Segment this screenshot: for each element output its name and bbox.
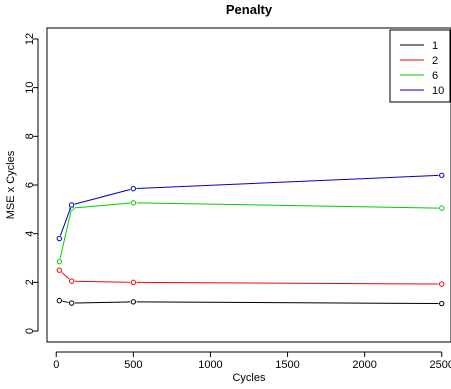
- data-point: [56, 297, 63, 304]
- x-tick-label: 2500: [430, 359, 451, 371]
- legend-label: 1: [432, 40, 438, 52]
- y-tick-label: 2: [24, 279, 36, 285]
- x-tick-label: 1000: [198, 359, 222, 371]
- x-tick-label: 1500: [275, 359, 299, 371]
- legend-label: 6: [432, 70, 438, 82]
- y-axis: 0 2 4 6 8 10 12: [24, 33, 39, 334]
- legend: 1 2 6 10: [389, 29, 451, 103]
- series-line-segment: [59, 207, 72, 236]
- data-point: [56, 267, 63, 273]
- plot-box: [46, 27, 451, 343]
- data-point: [56, 235, 63, 242]
- series-line-segment: [61, 271, 70, 280]
- y-axis-label: MSE x Cycles: [5, 150, 17, 219]
- series-2: [56, 267, 445, 287]
- data-point: [68, 202, 75, 208]
- x-axis-label: Cycles: [232, 372, 266, 384]
- data-point: [56, 258, 63, 265]
- series-line-segment: [136, 301, 439, 305]
- data-point: [439, 300, 445, 307]
- series-6: [56, 200, 445, 265]
- data-point: [130, 299, 137, 305]
- series-line-segment: [136, 202, 439, 209]
- data-point: [68, 278, 75, 284]
- y-tick-label: 6: [24, 182, 36, 188]
- data-point: [439, 172, 445, 178]
- series-layer: [56, 172, 445, 307]
- series-line-segment: [74, 202, 131, 209]
- data-point: [439, 281, 445, 287]
- series-line-segment: [136, 174, 439, 190]
- y-tick-label: 8: [24, 133, 36, 139]
- x-tick-label: 0: [53, 359, 59, 371]
- series-1: [56, 297, 445, 307]
- series-line-segment: [136, 281, 439, 285]
- x-tick-label: 500: [124, 359, 142, 371]
- series-10: [56, 172, 445, 242]
- data-point: [130, 279, 137, 286]
- x-axis: 0 500 1000 1500 2000 2500: [53, 351, 451, 371]
- data-point: [68, 300, 75, 306]
- series-line-segment: [74, 280, 131, 283]
- x-tick-label: 2000: [352, 359, 376, 371]
- y-tick-label: 12: [24, 33, 36, 45]
- y-tick-label: 10: [24, 82, 36, 94]
- legend-label: 10: [432, 85, 444, 97]
- data-point: [130, 185, 137, 192]
- chart-title: Penalty: [226, 2, 273, 17]
- legend-label: 2: [432, 55, 438, 67]
- y-tick-label: 4: [24, 231, 36, 237]
- series-line-segment: [59, 211, 72, 259]
- y-tick-label: 0: [24, 328, 36, 334]
- series-line-segment: [74, 301, 131, 304]
- data-point: [130, 200, 137, 206]
- series-line-segment: [74, 188, 131, 205]
- data-point: [439, 205, 445, 211]
- series-line-segment: [62, 300, 69, 303]
